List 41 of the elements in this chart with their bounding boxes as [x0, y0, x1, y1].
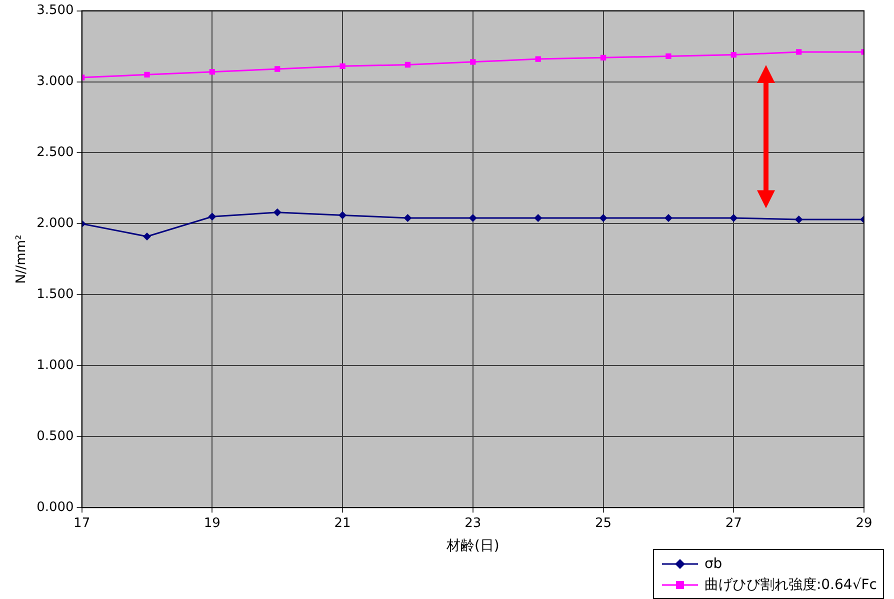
point [600, 54, 606, 60]
point [796, 49, 802, 55]
point [664, 214, 672, 222]
legend-label: σb [704, 556, 722, 572]
point [340, 63, 346, 69]
point [273, 208, 282, 216]
x-tick-label: 23 [464, 516, 482, 531]
point [143, 232, 151, 240]
point [599, 214, 608, 222]
legend-label: 曲げひび割れ強度:0.64√Fc [704, 576, 877, 594]
point [535, 56, 541, 62]
point [404, 214, 412, 222]
y-tick-label: 2.000 [36, 216, 74, 232]
x-tick-label: 27 [725, 516, 742, 531]
y-tick-label: 1.500 [36, 287, 74, 302]
point [274, 66, 280, 72]
point [468, 214, 477, 222]
point [534, 214, 542, 222]
y-tick-label: 3.000 [36, 74, 74, 90]
y-tick-label: 0.000 [36, 500, 74, 515]
point [730, 52, 736, 58]
point [730, 214, 738, 222]
x-tick-label: 21 [334, 516, 351, 531]
x-tick-label: 19 [204, 516, 220, 531]
y-tick-label: 1.000 [36, 358, 74, 374]
y-tick-label: 0.500 [36, 429, 74, 444]
point [144, 72, 150, 78]
y-tick-label: 2.500 [36, 145, 74, 160]
x-tick-label: 25 [595, 516, 612, 531]
x-tick-label: 17 [74, 516, 90, 531]
point [666, 53, 672, 60]
point [208, 212, 216, 221]
point [209, 69, 216, 75]
y-tick-label: 3.500 [36, 3, 74, 18]
x-tick-label: 29 [856, 516, 872, 531]
point [404, 62, 411, 68]
point [338, 211, 347, 220]
y-axis-title: N//mm² [14, 234, 30, 284]
x-axis-title: 材齢(日) [445, 538, 500, 554]
point [794, 215, 803, 224]
point [470, 59, 476, 65]
